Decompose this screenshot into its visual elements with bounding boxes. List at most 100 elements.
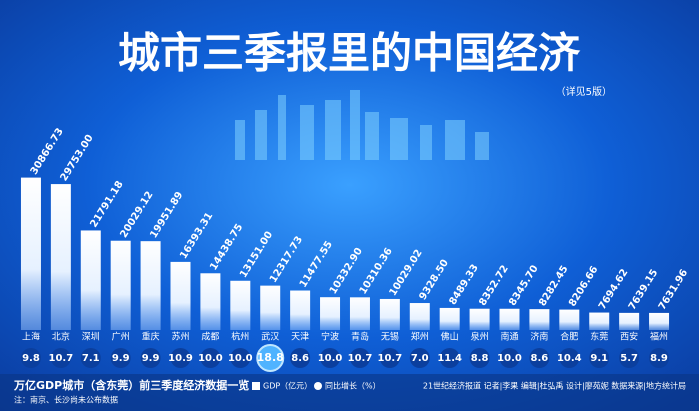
x-tick-label: 福州 <box>650 331 668 343</box>
x-tick-label: 泉州 <box>471 331 489 343</box>
bar <box>559 309 580 330</box>
bar <box>320 297 341 330</box>
bar <box>50 184 71 330</box>
bar <box>170 261 191 330</box>
growth-label: 10.4 <box>557 353 582 364</box>
footer-band <box>0 374 699 411</box>
bar <box>20 177 41 330</box>
x-tick-label: 青岛 <box>351 331 369 343</box>
x-tick-label: 东莞 <box>590 331 608 343</box>
growth-marker <box>589 348 610 368</box>
legend-swatch <box>314 382 322 390</box>
growth-label: 7.1 <box>82 353 100 364</box>
x-tick-label: 杭州 <box>231 331 249 343</box>
growth-label: 18.8 <box>257 351 284 364</box>
growth-label: 10.7 <box>378 353 403 364</box>
x-tick-label: 无锡 <box>381 332 399 343</box>
x-tick-label: 天津 <box>291 332 309 343</box>
skyline <box>235 90 489 160</box>
growth-marker <box>170 348 191 368</box>
growth-label: 8.9 <box>650 353 668 364</box>
growth-label: 7.0 <box>411 353 429 364</box>
growth-label: 8.6 <box>531 353 549 364</box>
x-tick-label: 广州 <box>112 331 130 343</box>
x-tick-label: 成都 <box>201 331 219 343</box>
growth-label: 9.8 <box>22 353 40 364</box>
growth-label: 10.7 <box>348 353 373 364</box>
growth-marker <box>20 348 41 368</box>
growth-label: 8.6 <box>291 353 309 364</box>
bar <box>649 312 670 330</box>
growth-marker <box>529 348 550 368</box>
legend-swatch <box>252 382 260 390</box>
growth-marker <box>499 348 520 368</box>
x-tick-label: 郑州 <box>411 331 429 343</box>
growth-marker <box>649 348 670 368</box>
growth-label: 11.4 <box>437 353 462 364</box>
bar <box>80 230 101 330</box>
bar <box>110 240 131 330</box>
caption: 万亿GDP城市（含东莞）前三季度经济数据一览 <box>13 378 249 392</box>
bar <box>409 303 430 330</box>
x-tick-label: 济南 <box>530 331 548 343</box>
x-tick-label: 合肥 <box>560 331 578 343</box>
bar <box>589 312 610 330</box>
x-tick-label: 上海 <box>22 331 40 343</box>
growth-marker <box>290 348 311 368</box>
growth-marker <box>619 348 640 368</box>
growth-marker <box>559 348 580 368</box>
growth-marker <box>439 348 460 368</box>
growth-label: 8.8 <box>471 353 489 364</box>
growth-label: 9.1 <box>590 353 608 364</box>
growth-marker <box>379 348 400 368</box>
growth-label: 5.7 <box>620 353 638 364</box>
growth-label: 9.9 <box>142 353 160 364</box>
x-tick-label: 南通 <box>500 331 518 343</box>
bar <box>439 307 460 330</box>
subtitle: （详见5版） <box>556 85 612 98</box>
bar <box>349 297 370 330</box>
growth-marker <box>469 348 490 368</box>
x-tick-label: 深圳 <box>82 332 100 343</box>
growth-marker <box>80 348 101 368</box>
growth-marker <box>256 344 285 372</box>
x-tick-label: 苏州 <box>171 331 189 343</box>
growth-label: 10.0 <box>497 353 522 364</box>
x-tick-label: 重庆 <box>142 331 160 343</box>
bar <box>290 290 311 330</box>
growth-marker <box>50 348 71 368</box>
growth-label: 10.0 <box>318 353 343 364</box>
growth-label: 10.0 <box>198 353 223 364</box>
note: 注：南京、长沙尚未公布数据 <box>14 395 118 405</box>
x-tick-label: 宁波 <box>321 331 339 343</box>
bar <box>529 309 550 330</box>
bar <box>379 298 400 330</box>
bar <box>499 308 520 330</box>
growth-marker <box>140 348 161 368</box>
growth-marker <box>349 348 370 368</box>
x-tick-label: 北京 <box>52 331 70 343</box>
bar <box>140 241 161 330</box>
growth-marker <box>110 348 131 368</box>
growth-label: 10.9 <box>168 353 193 364</box>
growth-marker <box>200 348 221 368</box>
growth-marker <box>320 348 341 368</box>
legend-label: 同比增长（%） <box>325 381 381 391</box>
x-tick-label: 西安 <box>620 331 638 343</box>
bar <box>469 308 490 330</box>
title: 城市三季报里的中国经济 <box>118 29 581 78</box>
bar <box>260 285 281 330</box>
growth-marker <box>230 348 251 368</box>
bar <box>200 273 221 330</box>
growth-label: 9.9 <box>112 353 130 364</box>
bar <box>230 280 251 330</box>
growth-marker <box>409 348 430 368</box>
x-tick-label: 佛山 <box>441 331 459 343</box>
legend-label: GDP（亿元） <box>263 381 312 391</box>
growth-label: 10.7 <box>49 353 74 364</box>
bar <box>619 312 640 330</box>
x-tick-label: 武汉 <box>261 331 279 343</box>
credits: 21世纪经济报道 记者|李果 编辑|杜弘禹 设计|廖苑妮 数据来源|地方统计局 <box>423 381 686 391</box>
